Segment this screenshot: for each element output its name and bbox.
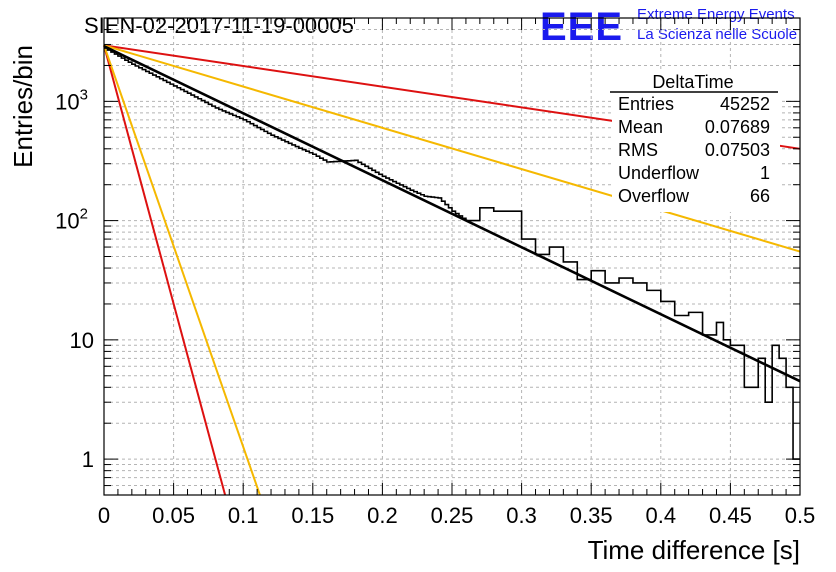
stats-box-background [612, 72, 780, 212]
x-axis-label: Time difference [s] [588, 535, 800, 565]
chart-title: SIEN-02-2017-11-19-00005 [84, 13, 354, 38]
x-tick-label: 0.25 [431, 503, 474, 528]
x-tick-label: 0.2 [367, 503, 398, 528]
y-tick-label-exponent: 3 [80, 86, 88, 103]
y-tick-label-exponent: 2 [80, 206, 88, 223]
x-tick-label: 0.4 [646, 503, 677, 528]
axis-ticks: 0 0.05 0.1 0.15 0.2 0.25 0.3 0.35 0.4 0.45 0.51101… [55, 17, 816, 528]
y-tick-label: 1 [82, 447, 94, 472]
y-axis-label: Entries/bin [8, 45, 38, 168]
stats-rows: Entries 45252 Mean 0.07689 RMS 0.07503Underfl… [618, 94, 770, 206]
grid-layer [104, 18, 800, 495]
stats-row-label: Mean [618, 117, 663, 137]
stats-row-value: 66 [750, 186, 770, 206]
y-tick-label-base: 10 [70, 328, 94, 353]
x-tick-label: 0.3 [506, 503, 537, 528]
stats-row-value: 45252 [720, 94, 770, 114]
reference-line-2 [103, 44, 801, 253]
logo-mark: EEE [540, 5, 623, 49]
y-tick-label: 10 [70, 328, 94, 353]
logo-line-2: La Scienza nelle Scuole [637, 26, 797, 43]
x-tick-label: 0.45 [709, 503, 752, 528]
stats-row-label: Entries [618, 94, 674, 114]
stats-title: DeltaTime [652, 72, 733, 92]
x-tick-label: 0.15 [291, 503, 334, 528]
y-tick-label-base: 1 [82, 447, 94, 472]
x-tick-label: 0 [98, 503, 110, 528]
stats-row-value: 1 [760, 163, 770, 183]
y-tick-label: 102 [55, 206, 88, 234]
eee-logo: EEE Extreme Energy Events La Scienza nel… [540, 5, 797, 49]
logo-line-1: Extreme Energy Events [637, 6, 795, 23]
stats-row-label: Overflow [618, 186, 690, 206]
x-tick-label: 0.05 [152, 503, 195, 528]
x-tick-label: 0.35 [570, 503, 613, 528]
y-tick-label-base: 10 [55, 209, 79, 234]
reference-line-3 [103, 45, 227, 496]
y-tick-label: 103 [55, 86, 88, 114]
stats-row-label: Underflow [618, 163, 700, 183]
reference-line-4 [103, 44, 261, 496]
stats-box: DeltaTime Entries 45252 Mean 0.07689 RMS 0.07… [610, 72, 780, 212]
stats-row-value: 0.07503 [705, 140, 770, 160]
stats-row-label: RMS [618, 140, 658, 160]
x-tick-label: 0.5 [785, 503, 816, 528]
fit-line [103, 45, 801, 383]
y-tick-label-base: 10 [55, 89, 79, 114]
histogram-series [104, 47, 800, 460]
stats-row-value: 0.07689 [705, 117, 770, 137]
x-tick-label: 0.1 [228, 503, 259, 528]
